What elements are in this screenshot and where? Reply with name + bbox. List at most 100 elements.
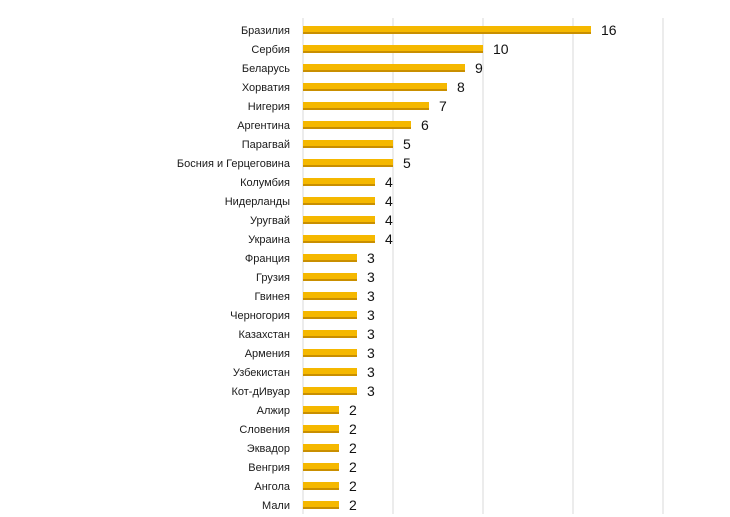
bar-shade — [303, 393, 357, 395]
bar — [303, 159, 393, 167]
data-label: 2 — [349, 440, 357, 456]
category-label: Аргентина — [237, 120, 291, 132]
bar — [303, 178, 375, 186]
bar-shade — [303, 222, 375, 224]
data-label: 3 — [367, 345, 375, 361]
bar — [303, 45, 483, 53]
bar-shade — [303, 450, 339, 452]
bar-shade — [303, 51, 483, 53]
bar-shade — [303, 336, 357, 338]
bar-shade — [303, 260, 357, 262]
bar-shade — [303, 469, 339, 471]
category-label: Парагвай — [242, 139, 290, 151]
category-label: Гвинея — [255, 291, 291, 303]
bar — [303, 311, 357, 319]
bar — [303, 368, 357, 376]
data-label: 2 — [349, 459, 357, 475]
bar — [303, 406, 339, 414]
bar — [303, 387, 357, 395]
bar — [303, 216, 375, 224]
bar-shade — [303, 89, 447, 91]
bar-shade — [303, 374, 357, 376]
bar-shade — [303, 507, 339, 509]
bar — [303, 463, 339, 471]
category-label: Кот-дИвуар — [231, 386, 290, 398]
category-label: Бразилия — [241, 25, 290, 37]
data-label: 3 — [367, 250, 375, 266]
bar-shade — [303, 184, 375, 186]
data-label: 4 — [385, 231, 393, 247]
bar-shade — [303, 412, 339, 414]
data-label: 3 — [367, 288, 375, 304]
bar — [303, 501, 339, 509]
category-label: Сербия — [251, 44, 290, 56]
bar — [303, 254, 357, 262]
data-label: 16 — [601, 22, 617, 38]
data-label: 2 — [349, 402, 357, 418]
data-label: 3 — [367, 269, 375, 285]
data-label: 4 — [385, 174, 393, 190]
category-label: Украина — [248, 234, 291, 246]
data-label: 7 — [439, 98, 447, 114]
bar-shade — [303, 165, 393, 167]
data-label: 2 — [349, 421, 357, 437]
bar-shade — [303, 127, 411, 129]
data-label: 3 — [367, 326, 375, 342]
category-label: Нидерланды — [225, 196, 290, 208]
data-label: 3 — [367, 307, 375, 323]
category-label: Словения — [239, 424, 290, 436]
bar-shade — [303, 241, 375, 243]
data-label: 5 — [403, 155, 411, 171]
bar — [303, 482, 339, 490]
bar-shade — [303, 431, 339, 433]
category-label: Босния и Герцеговина — [177, 158, 291, 170]
bar — [303, 121, 411, 129]
bar — [303, 273, 357, 281]
data-label: 10 — [493, 41, 509, 57]
bar-shade — [303, 355, 357, 357]
data-label: 4 — [385, 193, 393, 209]
category-label: Ангола — [254, 481, 290, 493]
gridlines — [302, 18, 664, 514]
bar-shade — [303, 298, 357, 300]
category-label: Франция — [245, 253, 290, 265]
bar — [303, 444, 339, 452]
bar-shade — [303, 108, 429, 110]
bar — [303, 425, 339, 433]
category-label: Эквадор — [247, 443, 290, 455]
bar — [303, 235, 375, 243]
category-label: Армения — [245, 348, 290, 360]
category-label: Черногория — [230, 310, 290, 322]
bars — [303, 26, 591, 509]
data-label: 2 — [349, 478, 357, 494]
bar-shade — [303, 32, 591, 34]
bar — [303, 83, 447, 91]
category-label: Беларусь — [242, 63, 290, 75]
category-label: Узбекистан — [233, 367, 290, 379]
data-label: 6 — [421, 117, 429, 133]
bar — [303, 349, 357, 357]
bar-shade — [303, 317, 357, 319]
bar — [303, 292, 357, 300]
data-label: 8 — [457, 79, 465, 95]
data-label: 2 — [349, 497, 357, 513]
bar — [303, 102, 429, 110]
bar-shade — [303, 279, 357, 281]
bar-shade — [303, 203, 375, 205]
bar — [303, 330, 357, 338]
bar-shade — [303, 146, 393, 148]
bar-shade — [303, 488, 339, 490]
category-label: Нигерия — [248, 101, 290, 113]
bar-shade — [303, 70, 465, 72]
data-label: 4 — [385, 212, 393, 228]
category-label: Мали — [262, 500, 290, 512]
bar — [303, 140, 393, 148]
data-label: 3 — [367, 383, 375, 399]
category-label: Алжир — [257, 405, 290, 417]
category-label: Хорватия — [242, 82, 290, 94]
data-label: 9 — [475, 60, 483, 76]
bar — [303, 64, 465, 72]
category-label: Колумбия — [240, 177, 290, 189]
